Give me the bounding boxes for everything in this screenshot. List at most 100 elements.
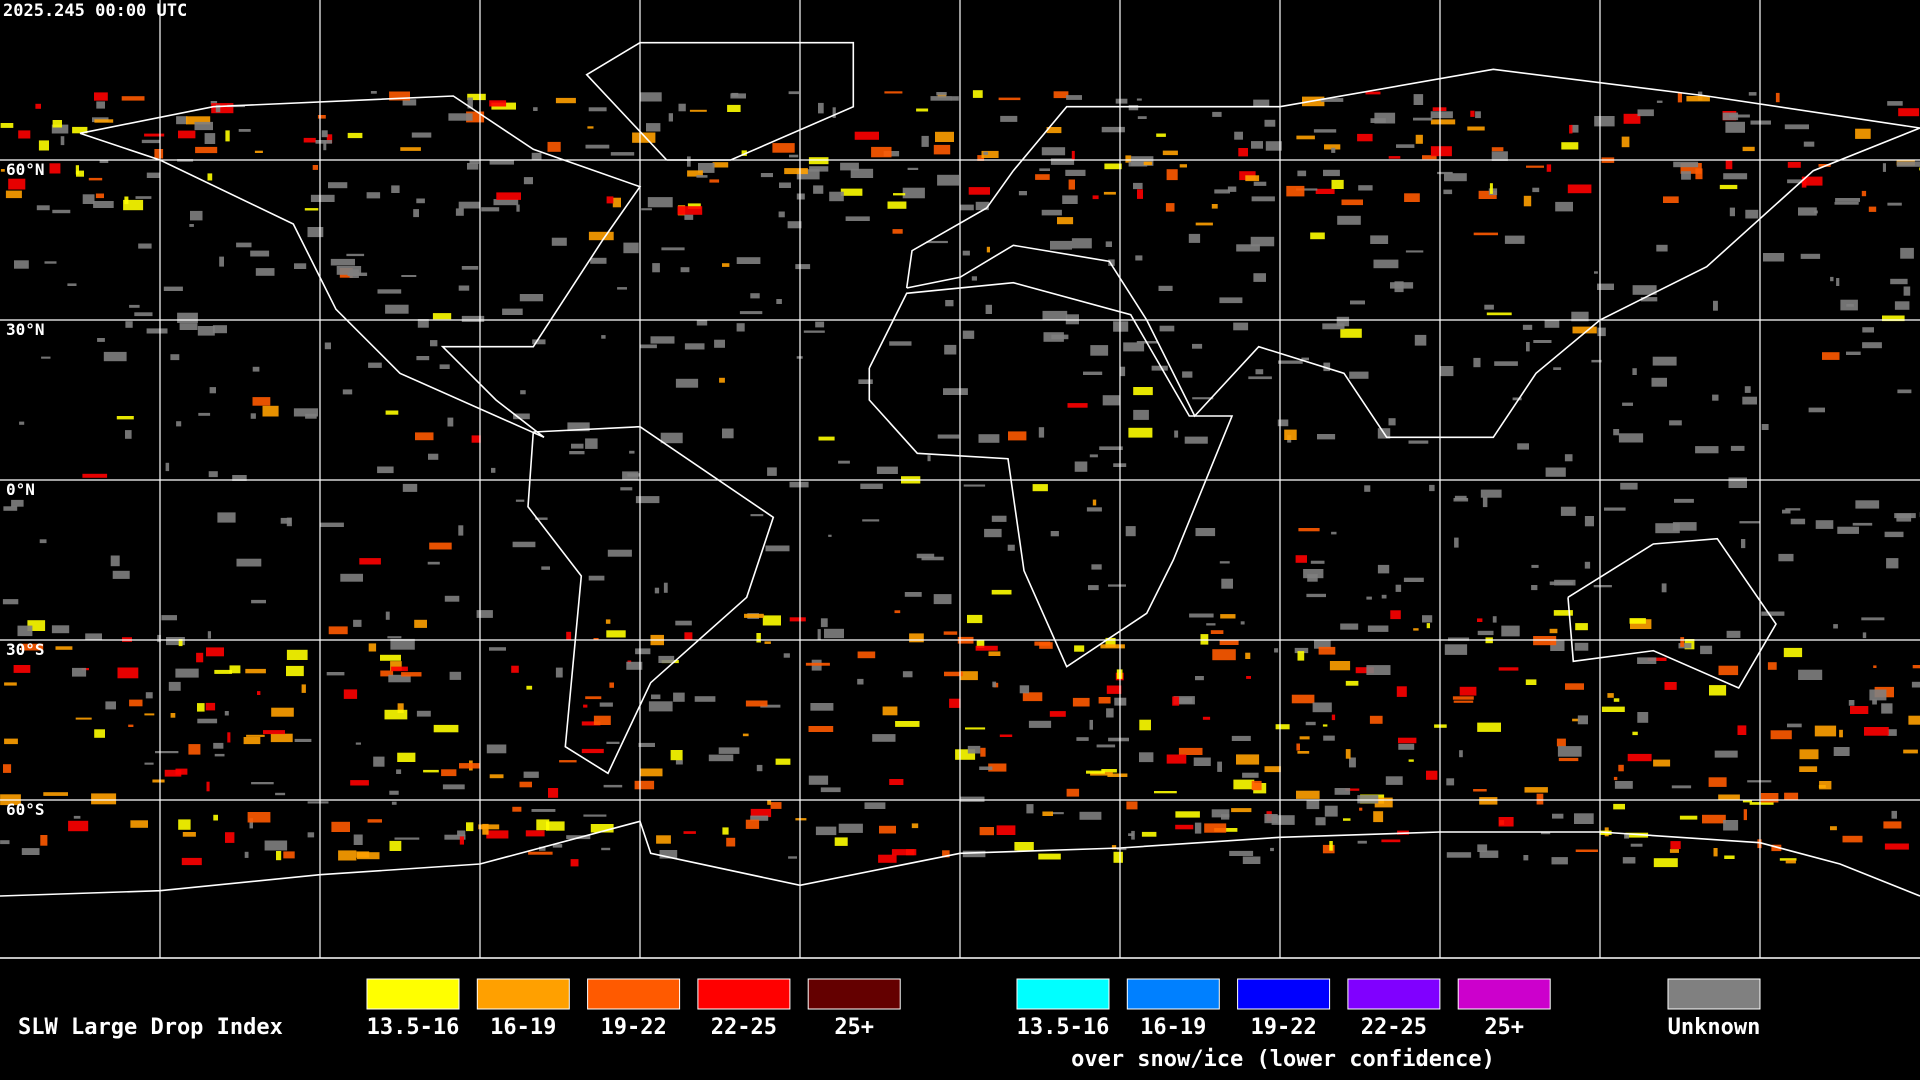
cloud-patch [945,300,954,307]
cloud-patch [536,819,550,831]
cloud-patch [471,435,481,443]
cloud-patch [1211,809,1230,818]
cloud-patch [677,206,703,215]
cloud-patch [1670,841,1681,849]
cloud-patch [117,667,139,679]
cloud-patch [767,467,777,476]
cloud-patch [491,467,496,473]
cloud-patch [411,132,432,138]
cloud-patch [4,682,17,686]
cloud-patch [1525,679,1537,685]
cloud-patch [1454,495,1467,500]
cloud-patch [1553,610,1573,616]
cloud-patch [770,802,782,809]
cloud-patch [1404,193,1420,202]
cloud-patch [249,818,253,829]
cloud-patch [461,315,485,322]
cloud-patch [980,747,986,757]
cloud-patch [872,734,896,742]
cloud-patch [962,850,986,858]
cloud-patch [1102,395,1120,406]
cloud-patch [502,308,523,315]
cloud-patch [35,103,41,109]
cloud-patch [916,108,929,112]
cloud-patch [1782,509,1791,514]
cloud-patch [1695,446,1719,454]
cloud-patch [413,209,419,218]
cloud-patch [593,715,611,725]
cloud-patch [1618,764,1624,772]
cloud-patch [668,113,673,122]
cloud-patch [1422,155,1437,160]
cloud-patch [1681,171,1691,180]
cloud-patch [1571,124,1579,133]
cloud-patch [123,199,144,211]
cloud-patch [1477,618,1483,622]
cloud-patch [1019,685,1030,694]
cloud-patch [1713,848,1718,857]
cloud-patch [1265,141,1282,151]
cloud-patch [103,351,127,362]
cloud-patch [787,221,802,229]
cloud-patch [959,671,978,681]
cloud-patch [512,806,522,812]
cloud-patch [324,342,331,350]
cloud-patch [323,140,327,151]
cloud-patch [838,823,863,833]
cloud-patch [1489,183,1493,194]
cloud-patch [1178,747,1203,755]
cloud-patch [467,93,486,101]
cloud-patch [978,434,1000,443]
cloud-patch [105,701,116,710]
cloud-patch [1637,109,1654,117]
cloud-patch [1065,169,1086,176]
cloud-patch [1584,516,1594,527]
cloud-patch [121,96,145,101]
cloud-patch [1719,184,1738,190]
cloud-patch [714,339,725,348]
cloud-patch [708,754,734,762]
cloud-patch [206,647,224,657]
cloud-patch [1426,623,1430,629]
cloud-patch [975,201,989,211]
cloud-patch [449,671,462,680]
cloud-patch [605,619,611,624]
cloud-patch [1172,696,1180,706]
cloud-patch [1066,95,1082,100]
cloud-patch [1038,853,1061,860]
cloud-patch [349,269,359,278]
cloud-patch [1488,188,1498,196]
cloud-patch [459,836,464,845]
cloud-patch [1839,729,1843,738]
cloud-patch [27,620,46,631]
cloud-patch [1275,724,1290,730]
cloud-patch [1329,661,1351,671]
cloud-patch [1274,648,1279,653]
cloud-patch [251,599,266,604]
cloud-patch [1092,499,1097,506]
cloud-patch [1250,236,1275,247]
cloud-patch [355,742,361,745]
cloud-patch [640,768,663,777]
cloud-patch [196,652,204,663]
cloud-patch [1767,662,1777,670]
cloud-patch [1613,429,1620,436]
cloud-patch [368,643,377,652]
cloud-patch [466,111,485,123]
cloud-patch [1413,94,1424,105]
cloud-patch [1251,780,1262,791]
cloud-patch [1188,233,1201,243]
cloud-patch [1656,100,1663,103]
cloud-patch [815,321,825,328]
cloud-patch [976,640,985,648]
cloud-patch [1104,163,1122,170]
cloud-patch [417,319,429,328]
cloud-patch [1242,856,1261,864]
cloud-patch [546,821,565,831]
cloud-patch [776,299,782,304]
cloud-patch [551,237,567,246]
cloud-patch [511,665,519,673]
cloud-patch [1554,579,1576,586]
cloud-patch [599,702,613,707]
